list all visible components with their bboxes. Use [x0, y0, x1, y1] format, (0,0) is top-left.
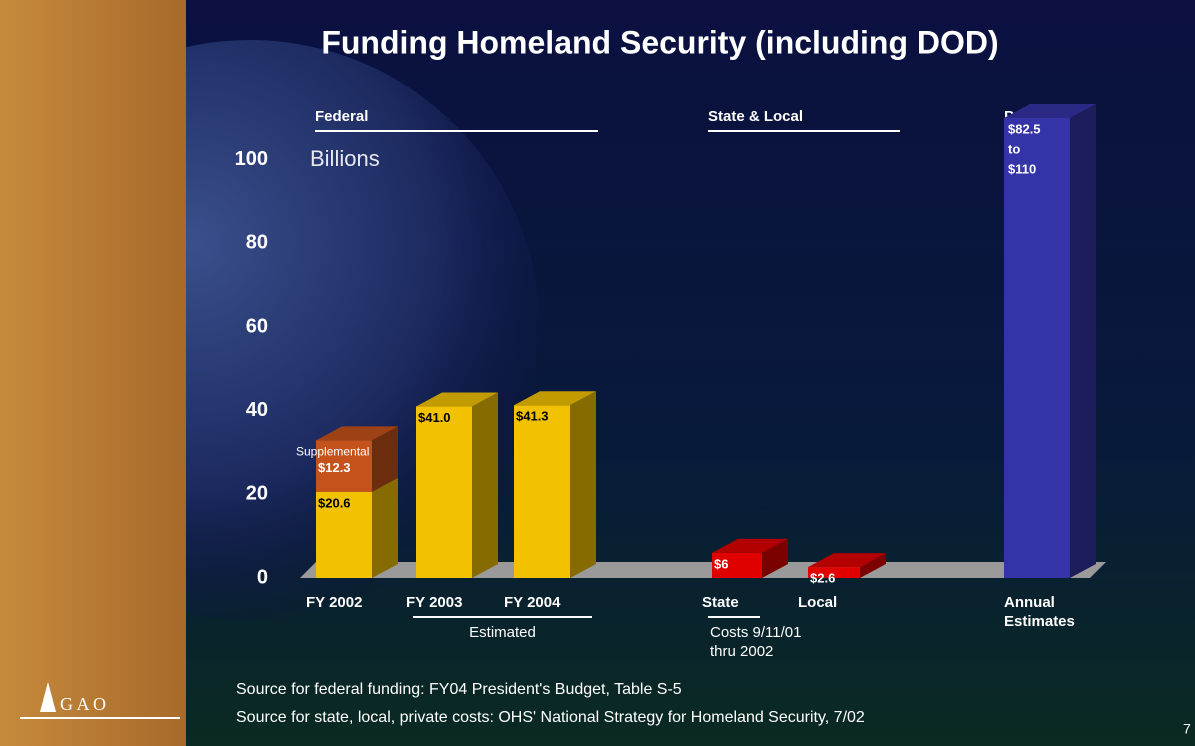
group-header: Federal: [315, 108, 368, 125]
bar-side: [372, 477, 398, 578]
x-tick-label: Estimates: [1004, 613, 1075, 630]
logo-icon: [40, 682, 56, 712]
logo: G A O: [60, 694, 106, 714]
y-tick-label: 60: [246, 315, 268, 337]
y-tick-label: 100: [235, 148, 268, 170]
floor: [300, 562, 1106, 578]
x-tick-label: Local: [798, 594, 837, 611]
bar: [316, 491, 372, 578]
bar-side: [762, 538, 788, 578]
value-label: $82.5: [1008, 121, 1041, 136]
page-number: 7: [1183, 721, 1191, 737]
value-label: $12.3: [318, 460, 351, 475]
group-note: Costs 9/11/01: [710, 624, 801, 641]
unit-label: Billions: [310, 146, 380, 171]
bar: [808, 567, 860, 578]
group-note: Estimated: [469, 624, 536, 641]
bar-top: [416, 392, 498, 407]
bar-side: [372, 426, 398, 492]
x-tick-label: FY 2003: [406, 594, 462, 611]
value-label: $110: [1008, 161, 1036, 176]
value-label: $20.6: [318, 495, 351, 510]
bar: [514, 405, 570, 578]
value-label: $6: [714, 556, 728, 571]
source: Source for state, local, private costs: …: [236, 709, 865, 726]
value-label: to: [1008, 141, 1020, 156]
y-tick-label: 40: [246, 399, 268, 421]
bar-top: [1004, 104, 1096, 118]
bar-side: [860, 553, 886, 578]
bar-top: [316, 426, 398, 441]
x-tick-label: State: [702, 594, 739, 611]
value-label: $41.3: [516, 409, 549, 424]
chart-title: Funding Homeland Security (including DOD…: [321, 24, 998, 60]
x-tick-label: FY 2002: [306, 594, 362, 611]
bar-top: [808, 553, 886, 568]
bar-side: [1070, 104, 1096, 578]
bar-side: [570, 391, 596, 578]
y-tick-label: 80: [246, 232, 268, 254]
segment-name: Supplemental: [296, 445, 369, 459]
bar-top: [712, 538, 788, 553]
group-note: thru 2002: [710, 643, 773, 660]
bar-side: [472, 392, 498, 578]
value-label: $41.0: [418, 410, 451, 425]
bar: [1004, 118, 1070, 578]
x-tick-label: FY 2004: [504, 594, 561, 611]
bar: [712, 552, 762, 578]
y-tick-label: 0: [257, 566, 268, 588]
bar: [416, 406, 472, 578]
left-strip: [0, 0, 186, 746]
source: Source for federal funding: FY04 Preside…: [236, 681, 682, 698]
x-tick-label: Annual: [1004, 594, 1055, 611]
value-label: $2.6: [810, 571, 835, 586]
group-header: State & Local: [708, 108, 803, 125]
bar: [316, 440, 372, 492]
bar-top: [514, 391, 596, 406]
y-tick-label: 20: [246, 483, 268, 505]
